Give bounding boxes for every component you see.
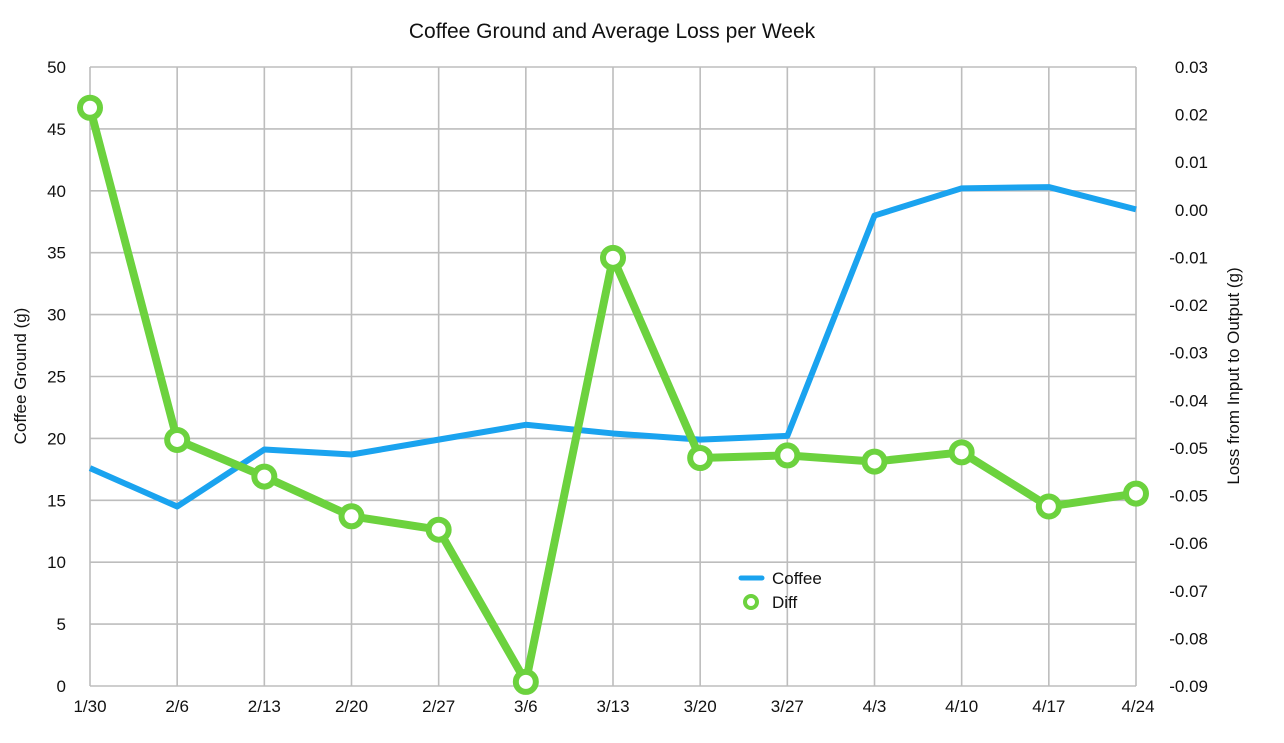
x-tick-label: 2/20: [335, 697, 368, 716]
left-tick-label: 10: [47, 553, 66, 572]
left-tick-label: 45: [47, 120, 66, 139]
series-point-diff: [687, 445, 714, 472]
right-tick-label: -0.05: [1169, 439, 1208, 458]
left-tick-label: 20: [47, 429, 66, 448]
right-tick-label: 0.02: [1175, 106, 1208, 125]
right-tick-label: -0.01: [1169, 248, 1208, 267]
right-tick-label: 0.03: [1175, 58, 1208, 77]
x-tick-label: 2/27: [422, 697, 455, 716]
series-point-diff: [425, 516, 452, 543]
series-layer: [77, 94, 1149, 695]
series-point-diff: [861, 448, 888, 475]
right-tick-label: -0.02: [1169, 296, 1208, 315]
left-axis-label: Coffee Ground (g): [11, 308, 30, 445]
right-tick-label: -0.09: [1169, 677, 1208, 696]
right-tick-label: 0.01: [1175, 153, 1208, 172]
series-point-diff: [948, 439, 975, 466]
right-tick-label: -0.03: [1169, 344, 1208, 363]
x-tick-label: 4/3: [863, 697, 887, 716]
right-tick-label: -0.06: [1169, 534, 1208, 553]
left-tick-label: 30: [47, 306, 66, 325]
right-axis-label: Loss from Input to Output (g): [1224, 267, 1243, 484]
x-tick-label: 3/27: [771, 697, 804, 716]
series-point-diff: [774, 442, 801, 469]
left-tick-label: 5: [57, 615, 66, 634]
left-tick-label: 25: [47, 368, 66, 387]
series-point-diff: [512, 668, 539, 695]
left-tick-label: 40: [47, 182, 66, 201]
grid: [89, 66, 1137, 687]
left-tick-label: 15: [47, 491, 66, 510]
right-tick-label: 0.00: [1175, 201, 1208, 220]
left-axis-ticks: 0 5 10 15 20 25 30 35 40 45 50: [47, 58, 66, 696]
legend-coffee-label: Coffee: [772, 569, 822, 588]
legend-diff-label: Diff: [772, 593, 797, 612]
x-tick-label: 2/13: [248, 697, 281, 716]
right-tick-label: -0.04: [1169, 391, 1208, 410]
legend: Coffee Diff: [738, 569, 822, 612]
left-tick-label: 35: [47, 244, 66, 263]
right-tick-label: -0.08: [1169, 629, 1208, 648]
x-tick-label: 4/10: [945, 697, 978, 716]
left-tick-label: 0: [57, 677, 66, 696]
series-line-coffee: [88, 184, 1137, 510]
x-tick-label: 3/20: [684, 697, 717, 716]
x-tick-label: 1/30: [73, 697, 106, 716]
x-tick-label: 3/13: [596, 697, 629, 716]
right-axis-ticks: -0.09 -0.08 -0.07 -0.06 -0.05 -0.05 -0.04 -0.03…: [1169, 58, 1208, 696]
right-tick-label: -0.05: [1169, 487, 1208, 506]
legend-diff-swatch: [743, 594, 759, 610]
x-tick-label: 2/6: [165, 697, 189, 716]
x-axis-ticks: 1/30 2/6 2/13 2/20 2/27 3/6 3/13 3/20 3/27 4/3 4/1…: [73, 697, 1154, 716]
series-point-diff: [338, 503, 365, 530]
series-point-diff: [1123, 480, 1149, 507]
left-tick-label: 50: [47, 58, 66, 77]
series-point-diff: [164, 426, 191, 453]
right-tick-label: -0.07: [1169, 582, 1208, 601]
x-tick-label: 4/24: [1121, 697, 1154, 716]
series-point-diff: [251, 463, 278, 490]
series-point-diff: [1035, 493, 1062, 520]
x-tick-label: 3/6: [514, 697, 538, 716]
series-point-diff: [600, 244, 626, 271]
series-point-diff: [77, 94, 103, 121]
x-tick-label: 4/17: [1032, 697, 1065, 716]
chart-title: Coffee Ground and Average Loss per Week: [409, 20, 816, 43]
